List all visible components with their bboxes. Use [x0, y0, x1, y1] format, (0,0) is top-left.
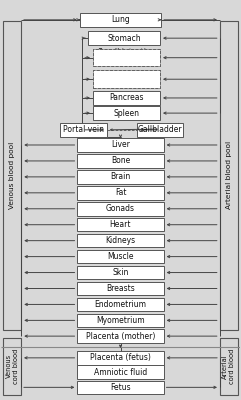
Text: Pancreas: Pancreas — [109, 94, 144, 102]
Bar — [77, 282, 164, 295]
Bar — [93, 70, 160, 88]
Bar — [220, 338, 238, 395]
Bar — [77, 138, 164, 152]
Bar — [77, 266, 164, 279]
Text: Fat: Fat — [115, 188, 126, 197]
Bar — [93, 49, 160, 66]
Bar — [93, 49, 160, 66]
Text: Breasts: Breasts — [106, 284, 135, 293]
Bar — [77, 170, 164, 184]
Bar — [77, 218, 164, 232]
Bar — [93, 91, 160, 105]
Text: Myometrium: Myometrium — [96, 316, 145, 325]
Bar — [77, 380, 164, 394]
Bar — [77, 250, 164, 263]
Text: Endometrium: Endometrium — [94, 300, 147, 309]
Text: Arterial blood pool: Arterial blood pool — [226, 141, 232, 209]
Text: Muscle: Muscle — [107, 252, 134, 261]
Bar — [77, 351, 164, 365]
Bar — [93, 70, 160, 88]
Bar — [77, 234, 164, 248]
Bar — [220, 21, 238, 330]
Bar — [77, 298, 164, 311]
Bar — [93, 106, 160, 120]
Text: Large intestine
Mucosa: Large intestine Mucosa — [98, 70, 155, 89]
Bar — [77, 202, 164, 216]
Text: Gallbladder: Gallbladder — [138, 125, 182, 134]
Text: Amniotic fluid: Amniotic fluid — [94, 368, 147, 377]
Text: Small intestine
Mucosa: Small intestine Mucosa — [98, 48, 155, 67]
Text: Brain: Brain — [110, 172, 131, 181]
Bar — [77, 154, 164, 168]
Bar — [88, 31, 160, 45]
Text: Placenta (mother): Placenta (mother) — [86, 332, 155, 341]
Text: Placenta (fetus): Placenta (fetus) — [90, 353, 151, 362]
Text: Venous
cord blood: Venous cord blood — [6, 349, 19, 384]
Bar — [137, 123, 183, 137]
Text: Fetus: Fetus — [110, 383, 131, 392]
Text: Heart: Heart — [110, 220, 131, 229]
Text: Kidneys: Kidneys — [106, 236, 135, 245]
Bar — [77, 186, 164, 200]
Bar — [60, 123, 107, 137]
Text: Lung: Lung — [111, 15, 130, 24]
Text: Venous blood pool: Venous blood pool — [9, 142, 15, 209]
Bar — [77, 314, 164, 327]
Text: Stomach: Stomach — [107, 34, 141, 43]
Text: Liver: Liver — [111, 140, 130, 150]
Text: Gonads: Gonads — [106, 204, 135, 213]
Text: Skin: Skin — [112, 268, 129, 277]
Text: Arterial
cord blood: Arterial cord blood — [222, 349, 235, 384]
Bar — [80, 13, 161, 27]
Bar — [77, 366, 164, 379]
Bar — [3, 21, 21, 330]
Bar — [3, 338, 21, 395]
Bar — [77, 329, 164, 343]
Text: Portal vein: Portal vein — [63, 125, 104, 134]
Text: Bone: Bone — [111, 156, 130, 166]
Text: Spleen: Spleen — [114, 109, 140, 118]
